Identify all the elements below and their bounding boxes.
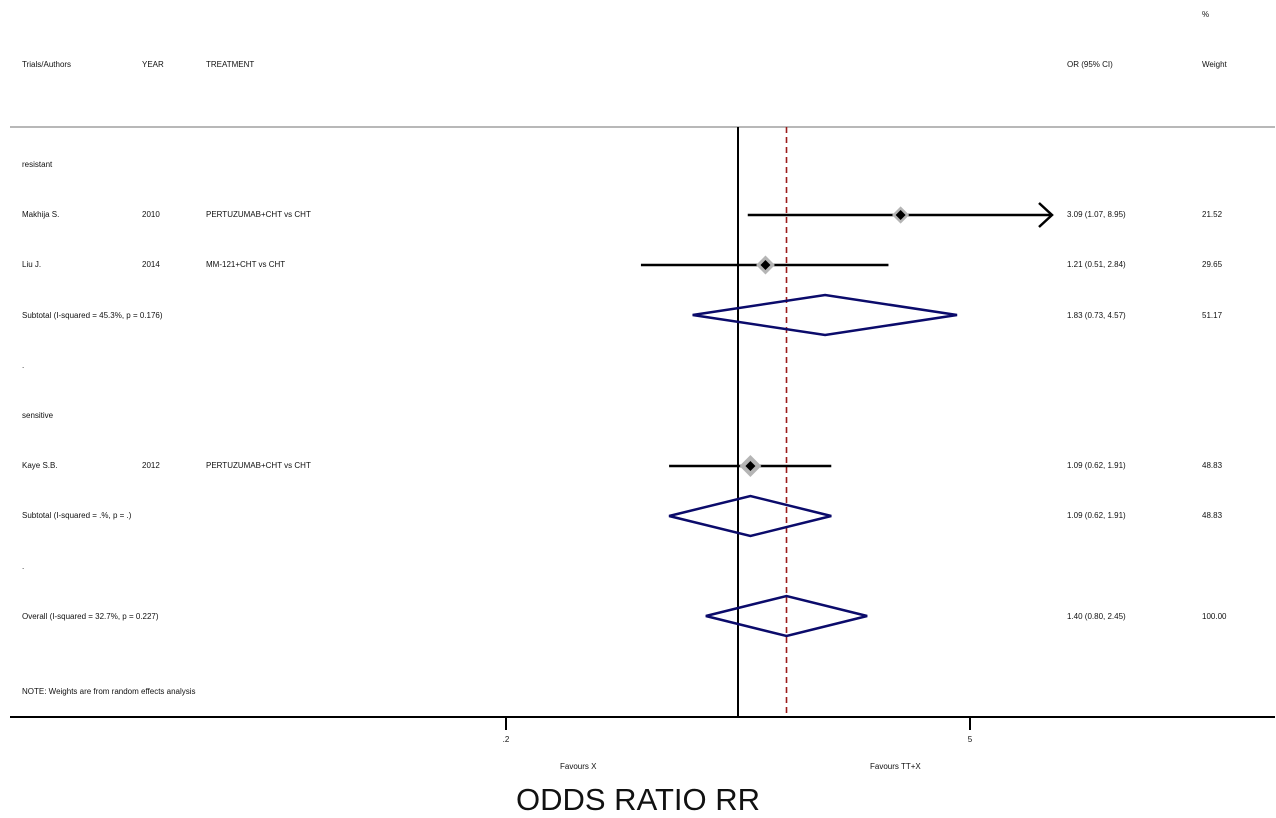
row-label: resistant — [22, 160, 53, 169]
subtotal-diamond — [692, 293, 958, 337]
row-or: 1.09 (0.62, 1.91) — [1067, 461, 1126, 470]
point-estimate — [760, 260, 771, 270]
ci-arrow — [1038, 202, 1054, 228]
treatment-column-header: TREATMENT — [206, 60, 255, 69]
row-or: 1.09 (0.62, 1.91) — [1067, 511, 1126, 520]
row-year: 2010 — [142, 210, 160, 219]
point-estimate — [745, 461, 756, 471]
row-or: 1.83 (0.73, 4.57) — [1067, 311, 1126, 320]
or-column-header: OR (95% CI) — [1067, 60, 1113, 69]
weight-column-header: Weight — [1202, 60, 1227, 69]
row-label: Makhija S. — [22, 210, 60, 219]
row-label: Overall (I-squared = 32.7%, p = 0.227) — [22, 612, 159, 621]
favours-left-label: Favours X — [560, 762, 597, 771]
row-weight: 48.83 — [1202, 511, 1223, 520]
row-label: sensitive — [22, 411, 54, 420]
row-weight: 29.65 — [1202, 260, 1223, 269]
weight-percent-header: % — [1202, 10, 1210, 19]
row-treatment: PERTUZUMAB+CHT vs CHT — [206, 461, 311, 470]
trial-column-header: Trials/Authors — [22, 60, 72, 69]
row-weight: 51.17 — [1202, 311, 1223, 320]
x-axis-title: ODDS RATIO RR — [516, 782, 760, 817]
row-treatment: PERTUZUMAB+CHT vs CHT — [206, 210, 311, 219]
note-text: NOTE: Weights are from random effects an… — [22, 687, 196, 696]
study-marker — [747, 202, 1054, 228]
row-label: . — [22, 361, 25, 370]
row-year: 2014 — [142, 260, 160, 269]
row-year: 2012 — [142, 461, 160, 470]
row-weight: 100.00 — [1202, 612, 1227, 621]
study-marker — [640, 255, 889, 275]
overall-diamond — [705, 594, 868, 638]
subtotal-diamond — [668, 494, 832, 538]
row-label: Subtotal (I-squared = 45.3%, p = 0.176) — [22, 311, 163, 320]
row-label: Subtotal (I-squared = .%, p = .) — [22, 511, 132, 520]
row-or: 1.21 (0.51, 2.84) — [1067, 260, 1126, 269]
row-weight: 21.52 — [1202, 210, 1223, 219]
row-or: 1.40 (0.80, 2.45) — [1067, 612, 1126, 621]
x-tick-label: .2 — [503, 735, 510, 744]
study-marker — [669, 455, 832, 477]
row-or: 3.09 (1.07, 8.95) — [1067, 210, 1126, 219]
row-label: Kaye S.B. — [22, 461, 58, 470]
point-estimate — [895, 210, 906, 220]
row-label: . — [22, 562, 25, 571]
x-tick-label: 5 — [968, 735, 973, 744]
row-treatment: MM-121+CHT vs CHT — [206, 260, 286, 269]
row-weight: 48.83 — [1202, 461, 1223, 470]
row-label: Liu J. — [22, 260, 42, 269]
year-column-header: YEAR — [142, 60, 164, 69]
favours-right-label: Favours TT+X — [870, 762, 921, 771]
